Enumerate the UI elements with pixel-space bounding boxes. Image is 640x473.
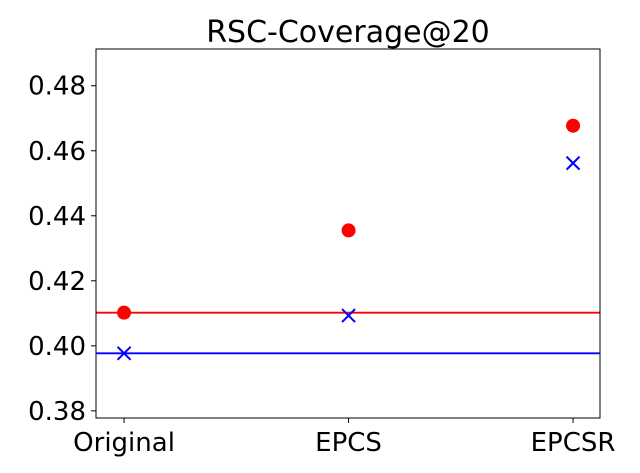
y-tick-label: 0.42: [28, 267, 86, 297]
point: [566, 118, 581, 133]
point: [116, 346, 132, 361]
point: [341, 308, 356, 323]
point: [117, 305, 132, 320]
x-tick-label: EPCS: [315, 428, 382, 458]
x-tick-label: Original: [73, 428, 175, 458]
y-tick-label: 0.40: [28, 332, 86, 362]
y-tick-label: 0.38: [28, 397, 86, 427]
point: [565, 155, 581, 171]
y-tick-label: 0.48: [28, 72, 86, 102]
x-tick-label: EPCSR: [531, 428, 616, 458]
point: [341, 223, 356, 238]
chart-title: RSC-Coverage@20: [206, 15, 490, 50]
y-tick-label: 0.44: [28, 202, 86, 232]
y-tick-label: 0.46: [28, 137, 86, 167]
plot-frame: [95, 48, 601, 419]
